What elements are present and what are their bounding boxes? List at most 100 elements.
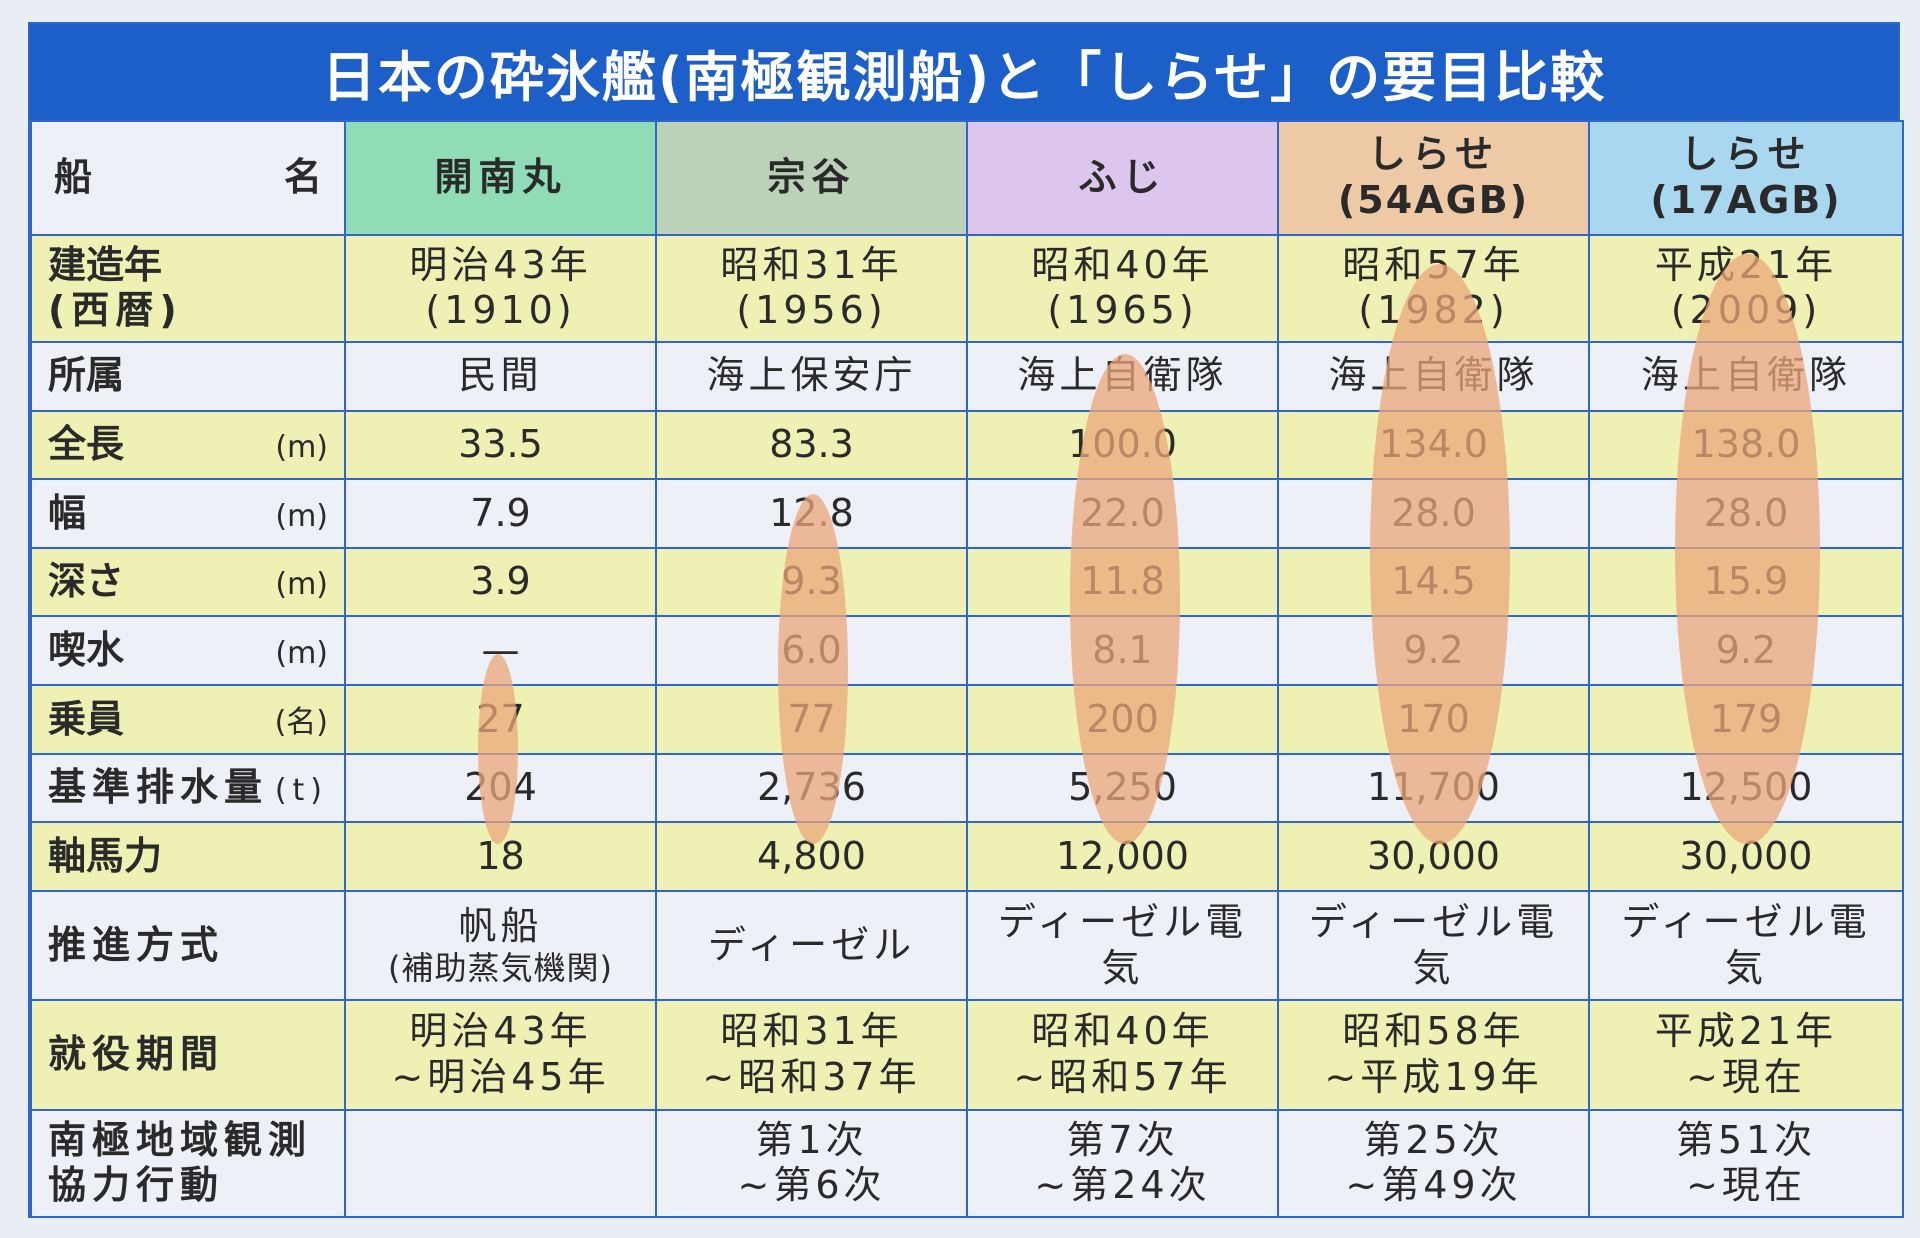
ship-name: ふじ (1078, 155, 1167, 200)
row-label-text: 幅 (48, 490, 87, 535)
cell-line: 昭和40年 (1031, 242, 1214, 287)
cell-line: 28.0 (1703, 490, 1789, 535)
row-label-text: 南極地域観測 (48, 1117, 313, 1162)
cell-line: 明治43年 (409, 1009, 592, 1054)
cell-service-period-2: 昭和40年 ~昭和57年 (966, 999, 1279, 1111)
cell-propulsion-4: ディーゼル電気 (1588, 889, 1904, 1002)
row-unit: (m) (275, 635, 328, 671)
row-label-text: 深さ (48, 559, 125, 604)
cell-antarctic-missions-3: 第25次 ~第49次 (1277, 1108, 1590, 1219)
cell-built-year-1: 昭和31年 (1956) (655, 233, 968, 343)
cell-line: 昭和58年 (1342, 1009, 1525, 1054)
cell-displacement-3: 11,700 (1277, 752, 1590, 824)
row-beam: 幅 (m) 7.9 12.8 22.0 28.0 28.0 (30, 478, 1904, 549)
row-unit: (m) (275, 498, 328, 534)
cell-affiliation-1: 海上保安庁 (655, 340, 968, 412)
row-label-text: 全長 (48, 422, 125, 467)
cell-shaft-horsepower-0: 18 (344, 821, 657, 892)
ship-header-soya: 宗谷 (655, 120, 968, 236)
cell-beam-1: 12.8 (655, 478, 968, 549)
cell-line: 12,000 (1056, 833, 1189, 878)
cell-line: 9.2 (1403, 627, 1464, 672)
cell-line: ~第49次 (1345, 1163, 1522, 1208)
header-row: 船名 開南丸 宗谷 ふじ しらせ (54AGB) しらせ (17AGB) (30, 120, 1904, 236)
cell-affiliation-2: 海上自衛隊 (966, 340, 1279, 412)
row-crew: 乗員 (名) 27 77 200 170 179 (30, 684, 1904, 755)
cell-crew-3: 170 (1277, 684, 1590, 755)
cell-line: 昭和31年 (720, 242, 903, 287)
cell-affiliation-4: 海上自衛隊 (1588, 340, 1904, 412)
comparison-board: 日本の砕氷艦(南極観測船)と「しらせ」の要目比較 船名 開南丸 宗谷 ふじ しら… (28, 22, 1904, 1219)
row-label-text: 建造年 (48, 242, 163, 287)
cell-beam-2: 22.0 (966, 478, 1279, 549)
cell-line: 5,250 (1068, 765, 1177, 810)
cell-propulsion-3: ディーゼル電気 (1277, 889, 1590, 1002)
cell-line: (1956) (736, 288, 887, 333)
cell-service-period-4: 平成21年 ~現在 (1588, 999, 1904, 1111)
cell-line: (2009) (1670, 288, 1822, 333)
cell-line: 明治43年 (409, 242, 592, 287)
cell-length-4: 138.0 (1588, 409, 1904, 481)
cell-line: 民間 (458, 353, 543, 398)
cell-line: 15.9 (1703, 559, 1789, 604)
cell-line: 平成21年 (1654, 242, 1838, 287)
ship-header-kainan-maru: 開南丸 (344, 120, 657, 236)
cell-affiliation-3: 海上自衛隊 (1277, 340, 1590, 412)
cell-antarctic-missions-1: 第1次 ~第6次 (655, 1108, 968, 1219)
ship-name-char-2: 名 (283, 155, 322, 200)
cell-service-period-0: 明治43年 ~明治45年 (344, 999, 657, 1111)
row-label-text: 軸馬力 (48, 833, 163, 878)
cell-line: 海上自衛隊 (1640, 353, 1851, 398)
row-unit: (m) (275, 567, 328, 603)
cell-length-3: 134.0 (1277, 409, 1590, 481)
cell-line: 3.9 (470, 559, 531, 604)
cell-line: 昭和57年 (1342, 242, 1525, 287)
row-label-text: 乗員 (48, 696, 125, 741)
cell-line: 第7次 (1066, 1117, 1179, 1162)
label-beam: 幅 (m) (30, 478, 346, 549)
cell-line: 海上自衛隊 (1328, 353, 1539, 398)
cell-line: 帆船 (458, 903, 543, 948)
cell-antarctic-missions-4: 第51次 ~現在 (1588, 1108, 1904, 1219)
row-label-text: 基準排水量 (48, 765, 269, 810)
cell-crew-4: 179 (1588, 684, 1904, 755)
board-title: 日本の砕氷艦(南極観測船)と「しらせ」の要目比較 (30, 24, 1898, 120)
ship-name-char-1: 船 (54, 155, 93, 200)
cell-antarctic-missions-0 (344, 1108, 657, 1219)
ship-name: 宗谷 (767, 155, 856, 200)
cell-line: 179 (1709, 696, 1783, 741)
cell-line: 77 (787, 696, 836, 741)
label-depth: 深さ (m) (30, 546, 346, 618)
row-label-line2: 協力行動 (48, 1163, 225, 1208)
cell-line: 昭和31年 (720, 1009, 903, 1054)
cell-line: 4,800 (757, 833, 866, 878)
row-label-text: 所属 (48, 353, 125, 398)
cell-line: 30,000 (1679, 833, 1813, 878)
cell-line: 7.9 (470, 490, 531, 535)
cell-line: 海上自衛隊 (1017, 353, 1228, 398)
cell-line: 12,500 (1679, 765, 1813, 810)
cell-line: ~昭和37年 (702, 1054, 921, 1099)
cell-line: ~第24次 (1034, 1163, 1211, 1208)
ship-header-fuji: ふじ (966, 120, 1279, 236)
cell-line: (1982) (1358, 288, 1509, 333)
row-label-line2: (西暦) (48, 288, 183, 333)
cell-depth-4: 15.9 (1588, 546, 1904, 618)
cell-line: (補助蒸気機関) (388, 949, 613, 988)
cell-depth-2: 11.8 (966, 546, 1279, 618)
label-length: 全長 (m) (30, 409, 346, 481)
comparison-table: 船名 開南丸 宗谷 ふじ しらせ (54AGB) しらせ (17AGB) 建造年 (西… (30, 120, 1904, 1219)
label-service-period: 就役期間 (30, 999, 346, 1111)
cell-line: 22.0 (1080, 490, 1165, 535)
cell-depth-3: 14.5 (1277, 546, 1590, 618)
cell-shaft-horsepower-1: 4,800 (655, 821, 968, 892)
row-depth: 深さ (m) 3.9 9.3 11.8 14.5 15.9 (30, 546, 1904, 618)
cell-line: 30,000 (1367, 833, 1500, 878)
ship-name: 開南丸 (434, 155, 567, 200)
cell-beam-4: 28.0 (1588, 478, 1904, 549)
row-affiliation: 所属 民間 海上保安庁 海上自衛隊 海上自衛隊 海上自衛隊 (30, 340, 1904, 412)
row-antarctic-missions: 南極地域観測 協力行動 第1次 ~第6次 第7次 ~第24次 第25次 ~第49次 第51次 ~現… (30, 1108, 1904, 1219)
cell-line: 海上保安庁 (706, 353, 917, 398)
row-built-year: 建造年 (西暦) 明治43年 (1910) 昭和31年 (1956) 昭和40年 (1965)… (30, 233, 1904, 343)
label-antarctic-missions: 南極地域観測 協力行動 (30, 1108, 346, 1219)
